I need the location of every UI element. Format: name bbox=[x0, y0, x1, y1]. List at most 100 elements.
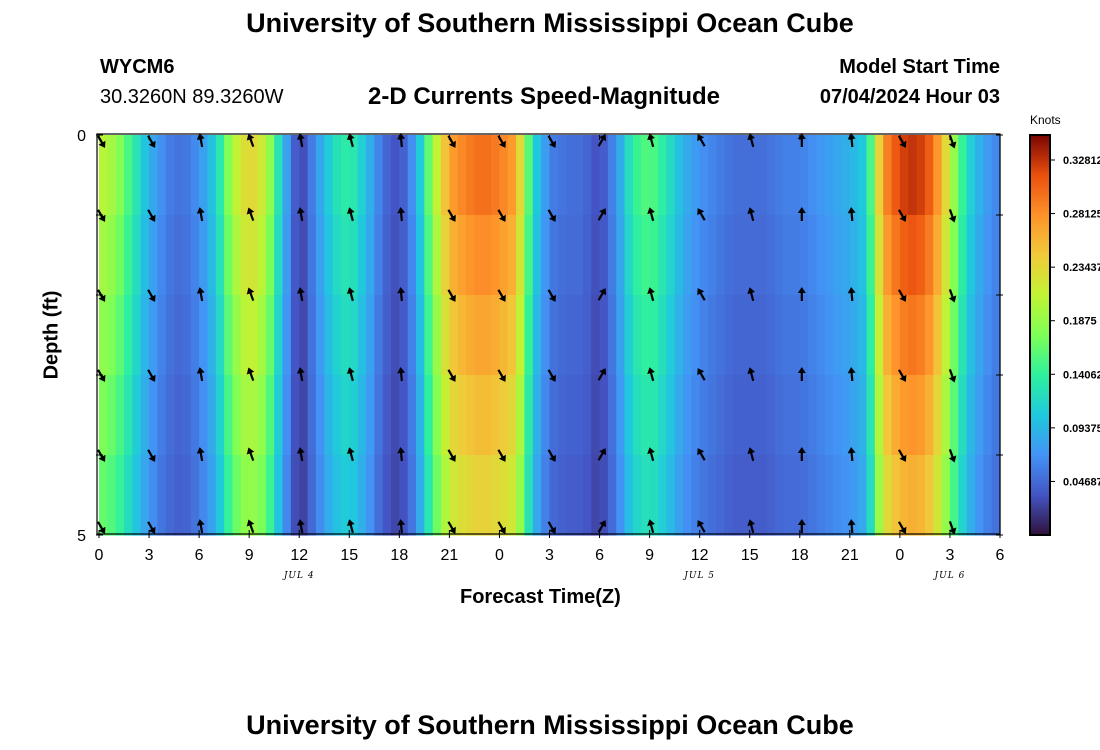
heatmap-cell bbox=[958, 295, 968, 376]
heatmap-cell bbox=[724, 135, 734, 216]
current-arrow bbox=[897, 209, 907, 222]
heatmap-cell bbox=[824, 135, 834, 216]
arrow-shaft bbox=[749, 523, 755, 534]
heatmap-cell bbox=[949, 455, 959, 536]
heatmap-cell bbox=[808, 455, 818, 536]
heatmap-cell bbox=[607, 215, 617, 296]
current-arrow bbox=[547, 369, 556, 382]
heatmap-cell bbox=[708, 295, 717, 376]
heatmap-cell bbox=[190, 455, 200, 536]
heatmap-cell bbox=[574, 295, 584, 376]
arrow-shaft bbox=[399, 371, 403, 382]
arrow-shaft bbox=[547, 449, 554, 459]
heatmap-cell bbox=[933, 135, 943, 216]
heatmap-cell bbox=[174, 455, 184, 536]
x-tick-label: 3 bbox=[945, 547, 954, 564]
heatmap-cell bbox=[290, 135, 300, 216]
heatmap-cell bbox=[474, 135, 484, 216]
heatmap-cell bbox=[616, 295, 626, 376]
heatmap-cell bbox=[808, 215, 818, 296]
current-arrow bbox=[497, 289, 506, 302]
heatmap-cell bbox=[224, 295, 234, 376]
x-tick-label: 3 bbox=[145, 547, 154, 564]
current-arrow bbox=[897, 289, 907, 302]
current-arrow bbox=[447, 521, 456, 534]
heatmap-cell bbox=[991, 135, 1001, 216]
heatmap-cell bbox=[883, 295, 893, 376]
heatmap-cell bbox=[182, 215, 192, 296]
heatmap-cell bbox=[315, 135, 325, 216]
heatmap-cell bbox=[149, 455, 158, 536]
colorbar-tick-label: 0.09375 bbox=[1063, 423, 1100, 435]
arrow-head bbox=[498, 294, 506, 302]
x-tick-label: 21 bbox=[440, 547, 458, 564]
current-arrow bbox=[547, 521, 556, 534]
arrow-head bbox=[847, 287, 856, 294]
heatmap-cell bbox=[791, 455, 801, 536]
heatmap-cell bbox=[632, 375, 642, 456]
heatmap-cell bbox=[449, 295, 459, 376]
heatmap-cell bbox=[491, 455, 501, 536]
heatmap-cell bbox=[240, 295, 250, 376]
heatmap-cell bbox=[149, 375, 158, 456]
heatmap-cell bbox=[265, 455, 275, 536]
heatmap-cell bbox=[357, 215, 367, 296]
heatmap-cell bbox=[466, 215, 476, 296]
current-arrow bbox=[697, 368, 706, 381]
heatmap-cell bbox=[224, 455, 234, 536]
heatmap-cell bbox=[124, 295, 133, 376]
heatmap-cell bbox=[557, 455, 567, 536]
heatmap-cell bbox=[808, 375, 818, 456]
arrow-head bbox=[98, 214, 106, 222]
arrow-shaft bbox=[147, 209, 154, 219]
heatmap-cell bbox=[174, 295, 184, 376]
current-arrow bbox=[447, 449, 456, 462]
heatmap-cell bbox=[733, 135, 742, 216]
current-arrow bbox=[948, 288, 957, 303]
heatmap-cell bbox=[457, 375, 467, 456]
date-label: JUL 6 bbox=[933, 571, 966, 581]
heatmap-cell bbox=[916, 215, 926, 296]
arrow-head bbox=[397, 447, 406, 454]
heatmap-cell bbox=[749, 135, 759, 216]
arrow-head bbox=[697, 208, 705, 216]
heatmap-cell bbox=[190, 375, 200, 456]
arrow-shaft bbox=[199, 137, 204, 148]
arrow-head bbox=[549, 454, 556, 462]
arrow-head bbox=[196, 519, 205, 526]
arrow-head bbox=[599, 448, 607, 456]
arrow-head bbox=[599, 520, 607, 528]
heatmap-cell bbox=[891, 135, 901, 216]
heatmap-cell bbox=[833, 295, 843, 376]
arrow-shaft bbox=[897, 289, 905, 299]
arrow-head bbox=[296, 519, 305, 526]
heatmap-cell bbox=[257, 455, 267, 536]
heatmap-cell bbox=[624, 135, 634, 216]
current-arrow bbox=[797, 287, 806, 301]
heatmap-cell bbox=[699, 455, 709, 536]
heatmap-cell bbox=[332, 135, 342, 216]
arrow-head bbox=[448, 526, 456, 534]
heatmap-cell bbox=[382, 135, 392, 216]
x-tick-label: 0 bbox=[895, 547, 904, 564]
heatmap-cell bbox=[974, 375, 984, 456]
heatmap-cell bbox=[766, 375, 776, 456]
heatmap-cell bbox=[324, 135, 334, 216]
heatmap-cell bbox=[115, 215, 125, 296]
heatmap-cell bbox=[299, 455, 309, 536]
heatmap-cell bbox=[299, 295, 309, 376]
heatmap-cell bbox=[591, 375, 601, 456]
station-id: WYCM6 bbox=[100, 56, 175, 78]
current-arrow bbox=[647, 207, 655, 222]
current-arrow bbox=[697, 448, 706, 461]
heatmap-cell bbox=[541, 135, 551, 216]
current-arrow bbox=[246, 447, 255, 462]
heatmap-cell bbox=[641, 455, 651, 536]
heatmap-cell bbox=[866, 375, 876, 456]
heatmap-cell bbox=[699, 135, 709, 216]
heatmap-cell bbox=[966, 215, 976, 296]
heatmap-cell bbox=[474, 295, 484, 376]
heatmap-cell bbox=[799, 455, 809, 536]
current-arrow bbox=[948, 368, 957, 383]
heatmap-cell bbox=[849, 215, 859, 296]
